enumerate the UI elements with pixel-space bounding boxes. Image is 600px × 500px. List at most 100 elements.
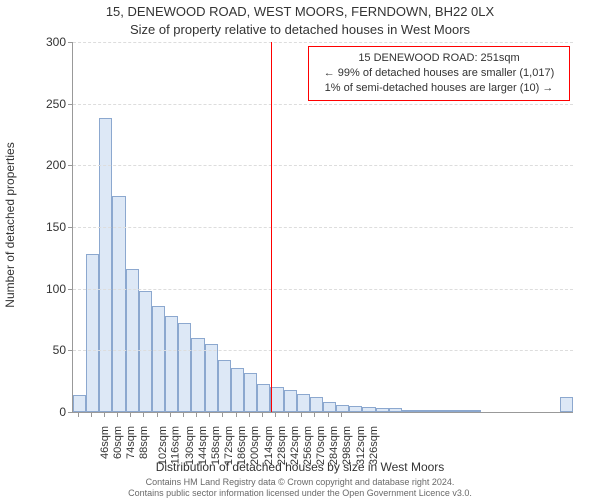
bar — [455, 410, 468, 412]
bar — [415, 410, 428, 412]
xtick-label: 60sqm — [112, 426, 124, 459]
bar — [99, 118, 112, 412]
xtick-label: 242sqm — [289, 426, 301, 465]
xtick-label: 298sqm — [342, 426, 354, 465]
annotation-line-2: ← 99% of detached houses are smaller (1,… — [315, 66, 563, 81]
bar — [270, 387, 283, 412]
xtick-label: 116sqm — [170, 426, 182, 464]
bar — [389, 408, 402, 412]
gridline — [73, 42, 573, 43]
bar — [441, 410, 454, 412]
bar — [191, 338, 204, 412]
xtick-mark — [249, 413, 250, 417]
ytick-mark — [68, 165, 72, 166]
xtick-mark — [196, 413, 197, 417]
bar — [152, 306, 165, 412]
chart-title-main: 15, DENEWOOD ROAD, WEST MOORS, FERNDOWN,… — [0, 4, 600, 19]
xtick-mark — [328, 413, 329, 417]
xtick-mark — [78, 413, 79, 417]
xtick-label: 214sqm — [263, 426, 275, 465]
bar — [468, 410, 481, 412]
xtick-label: 158sqm — [210, 426, 222, 465]
xtick-mark — [104, 413, 105, 417]
annotation-line-1: 15 DENEWOOD ROAD: 251sqm — [315, 51, 563, 66]
xtick-mark — [143, 413, 144, 417]
bar — [428, 410, 441, 412]
xtick-label: 102sqm — [157, 426, 169, 465]
xtick-mark — [209, 413, 210, 417]
bar — [244, 373, 257, 412]
xtick-mark — [117, 413, 118, 417]
ytick-label: 100 — [26, 282, 66, 296]
xtick-label: 270sqm — [315, 426, 327, 465]
ytick-mark — [68, 227, 72, 228]
gridline — [73, 104, 573, 105]
xtick-mark — [183, 413, 184, 417]
xtick-mark — [130, 413, 131, 417]
xtick-label: 228sqm — [276, 426, 288, 465]
bar — [139, 291, 152, 412]
xtick-label: 284sqm — [328, 426, 340, 465]
ytick-label: 300 — [26, 35, 66, 49]
xtick-label: 312sqm — [355, 426, 367, 465]
footer-line-1: Contains HM Land Registry data © Crown c… — [0, 477, 600, 487]
bar — [362, 407, 375, 412]
gridline — [73, 227, 573, 228]
xtick-mark — [262, 413, 263, 417]
bar — [126, 269, 139, 412]
bar — [73, 395, 86, 412]
footer-line-2: Contains public sector information licen… — [0, 488, 600, 498]
xtick-label: 172sqm — [223, 426, 235, 465]
gridline — [73, 289, 573, 290]
xtick-mark — [314, 413, 315, 417]
marker-line — [271, 42, 272, 412]
bar — [310, 397, 323, 412]
ytick-mark — [68, 104, 72, 105]
chart-container: 15, DENEWOOD ROAD, WEST MOORS, FERNDOWN,… — [0, 0, 600, 500]
ytick-label: 200 — [26, 158, 66, 172]
xtick-label: 46sqm — [99, 426, 111, 459]
footer-attribution: Contains HM Land Registry data © Crown c… — [0, 477, 600, 498]
gridline — [73, 165, 573, 166]
ytick-label: 150 — [26, 220, 66, 234]
bar — [218, 360, 231, 412]
xtick-mark — [301, 413, 302, 417]
bar — [178, 323, 191, 412]
ytick-mark — [68, 412, 72, 413]
bar — [86, 254, 99, 412]
xtick-mark — [288, 413, 289, 417]
xtick-label: 130sqm — [184, 426, 196, 465]
xtick-mark — [157, 413, 158, 417]
bar — [323, 402, 336, 412]
bar — [284, 390, 297, 412]
bar — [257, 384, 270, 412]
xtick-label: 186sqm — [236, 426, 248, 465]
bar — [112, 196, 125, 412]
ytick-label: 0 — [26, 405, 66, 419]
xtick-mark — [222, 413, 223, 417]
bar — [402, 410, 415, 412]
bar — [231, 368, 244, 412]
xtick-mark — [275, 413, 276, 417]
gridline — [73, 350, 573, 351]
bar — [349, 406, 362, 412]
bar — [297, 394, 310, 413]
xtick-label: 200sqm — [250, 426, 262, 465]
xtick-label: 144sqm — [197, 426, 209, 465]
ytick-mark — [68, 42, 72, 43]
chart-title-sub: Size of property relative to detached ho… — [0, 22, 600, 37]
xtick-label: 256sqm — [302, 426, 314, 465]
annotation-box: 15 DENEWOOD ROAD: 251sqm ← 99% of detach… — [308, 46, 570, 101]
xtick-label: 74sqm — [125, 426, 137, 459]
ytick-mark — [68, 289, 72, 290]
bar — [205, 344, 218, 412]
bar — [336, 405, 349, 412]
xtick-label: 88sqm — [138, 426, 150, 459]
y-axis-label: Number of detached properties — [3, 142, 17, 307]
xtick-mark — [236, 413, 237, 417]
ytick-label: 250 — [26, 97, 66, 111]
xtick-mark — [341, 413, 342, 417]
xtick-mark — [170, 413, 171, 417]
bar — [376, 408, 389, 412]
ytick-label: 50 — [26, 343, 66, 357]
